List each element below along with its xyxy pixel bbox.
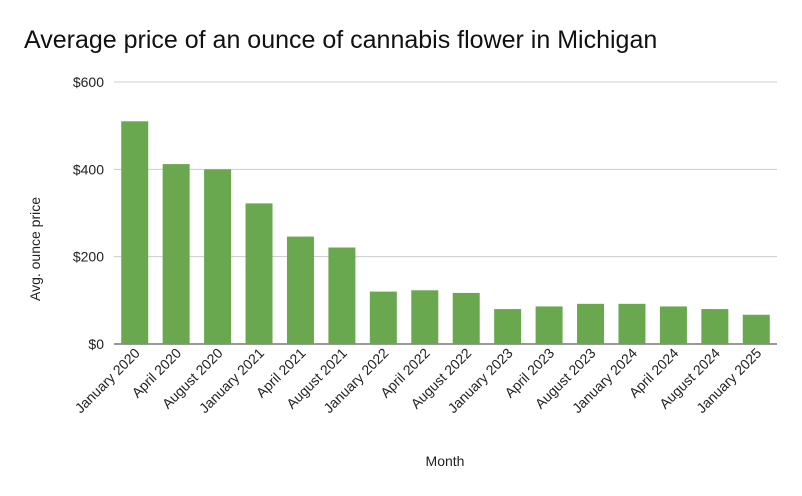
y-tick-label: $200 bbox=[73, 249, 104, 265]
bar bbox=[659, 306, 687, 344]
bar bbox=[411, 290, 439, 344]
bar bbox=[577, 303, 605, 344]
bar bbox=[245, 203, 273, 344]
y-axis-title: Avg. ounce price bbox=[27, 197, 43, 301]
bar bbox=[162, 164, 190, 344]
x-axis-title: Month bbox=[426, 453, 465, 469]
bar bbox=[494, 309, 522, 344]
y-tick-label: $600 bbox=[73, 74, 104, 90]
y-tick-labels: $0 $200 $400 $600 bbox=[73, 74, 104, 352]
bar bbox=[121, 121, 149, 344]
chart-title: Average price of an ounce of cannabis fl… bbox=[24, 26, 658, 54]
bar bbox=[742, 314, 770, 344]
bar bbox=[286, 236, 314, 344]
bar bbox=[535, 306, 563, 344]
bar bbox=[204, 169, 232, 344]
bar bbox=[701, 309, 729, 344]
bars bbox=[121, 121, 770, 344]
x-tick-label: January 2020 bbox=[72, 345, 143, 416]
bar bbox=[618, 303, 646, 344]
y-tick-label: $0 bbox=[88, 336, 104, 352]
y-tick-label: $400 bbox=[73, 161, 104, 177]
bar bbox=[369, 291, 397, 344]
bar bbox=[452, 292, 480, 344]
bar bbox=[328, 247, 356, 344]
